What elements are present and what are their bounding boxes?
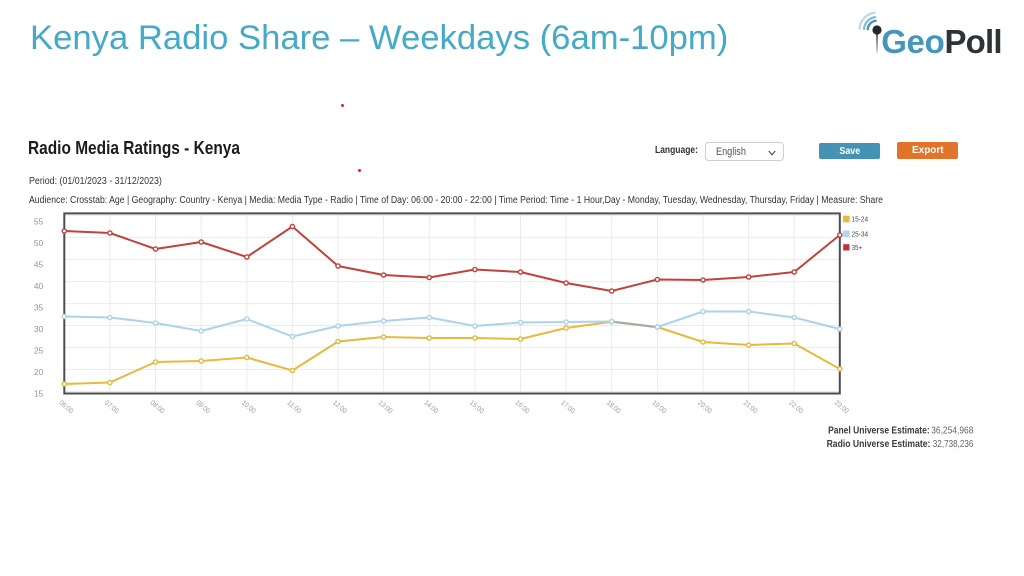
svg-text:15-24: 15-24 [852, 215, 869, 224]
svg-text:50: 50 [34, 238, 44, 248]
svg-text:15:00: 15:00 [468, 400, 485, 416]
svg-text:10:00: 10:00 [240, 400, 257, 416]
svg-text:09:00: 09:00 [194, 400, 211, 416]
svg-text:08:00: 08:00 [149, 400, 166, 416]
svg-text:30: 30 [34, 324, 44, 334]
svg-text:Radio Universe Estimate:: Radio Universe Estimate: [827, 438, 931, 450]
svg-text:14:00: 14:00 [422, 400, 439, 416]
svg-text:35: 35 [34, 303, 44, 313]
svg-text:18:00: 18:00 [605, 400, 622, 416]
svg-text:07:00: 07:00 [103, 400, 120, 416]
svg-text:40: 40 [34, 281, 44, 291]
svg-text:25-34: 25-34 [852, 230, 869, 239]
svg-text:15: 15 [34, 389, 44, 399]
svg-text:21:00: 21:00 [742, 400, 759, 416]
svg-text:22:00: 22:00 [787, 400, 804, 416]
svg-text:35+: 35+ [852, 243, 863, 252]
svg-text:GeoPoll: GeoPoll [881, 23, 1002, 60]
svg-text:25: 25 [34, 346, 44, 356]
svg-text:11:00: 11:00 [286, 400, 303, 416]
svg-text:13:00: 13:00 [377, 400, 394, 416]
svg-text:06:00: 06:00 [57, 400, 74, 416]
svg-text:36,254,968: 36,254,968 [931, 424, 973, 436]
svg-text:19:00: 19:00 [651, 400, 668, 416]
svg-text:20:00: 20:00 [696, 400, 713, 416]
svg-text:12:00: 12:00 [331, 400, 348, 416]
svg-text:20: 20 [34, 367, 44, 377]
svg-text:45: 45 [34, 260, 44, 270]
svg-text:32,738,236: 32,738,236 [933, 438, 974, 450]
svg-text:17:00: 17:00 [559, 400, 576, 416]
svg-text:16:00: 16:00 [514, 400, 531, 416]
svg-text:23:00: 23:00 [833, 400, 850, 416]
svg-text:Panel Universe Estimate:: Panel Universe Estimate: [828, 424, 930, 436]
svg-text:55: 55 [34, 216, 44, 226]
